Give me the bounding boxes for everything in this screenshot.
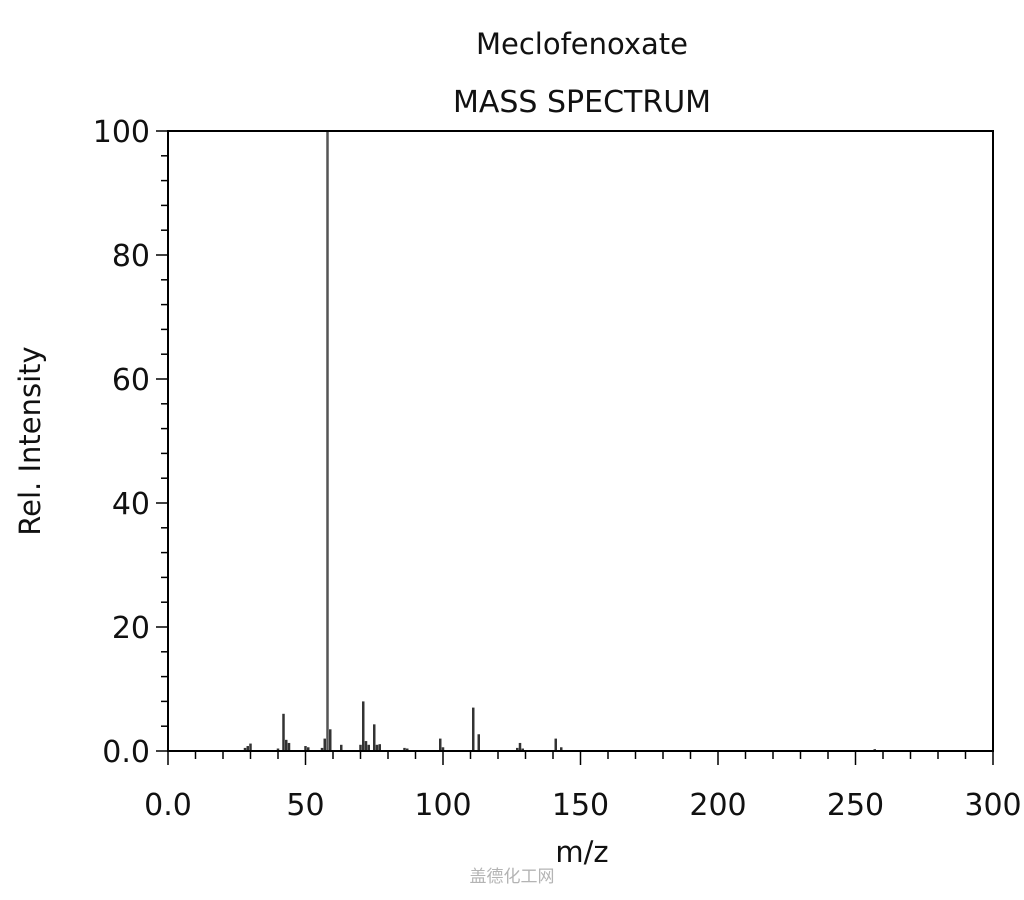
- x-tick-label: 50: [286, 788, 324, 823]
- y-tick-label: 100: [93, 115, 150, 150]
- x-axis-label: m/z: [555, 835, 608, 869]
- y-tick-label: 60: [112, 363, 150, 398]
- y-tick-label: 0.0: [102, 735, 150, 770]
- chart-title: Meclofenoxate: [476, 27, 688, 61]
- peaks-group: [243, 131, 876, 751]
- x-tick-label: 300: [964, 788, 1021, 823]
- x-tick-label: 250: [827, 788, 884, 823]
- y-axis-ticks: 0.0 20 40 60 80 100: [93, 115, 168, 770]
- y-tick-label: 40: [112, 487, 150, 522]
- y-tick-label: 20: [112, 611, 150, 646]
- y-axis-label: Rel. Intensity: [13, 346, 47, 535]
- plot-frame: [167, 130, 994, 752]
- chart-subtitle: MASS SPECTRUM: [453, 85, 711, 120]
- x-tick-label: 0.0: [144, 788, 192, 823]
- x-axis-ticks: 0.0 50 100 150 200 250 300: [144, 751, 1022, 823]
- x-tick-label: 100: [414, 788, 471, 823]
- y-tick-label: 80: [112, 239, 150, 274]
- x-tick-label: 150: [552, 788, 609, 823]
- x-tick-label: 200: [689, 788, 746, 823]
- watermark: 盖德化工网: [469, 867, 555, 887]
